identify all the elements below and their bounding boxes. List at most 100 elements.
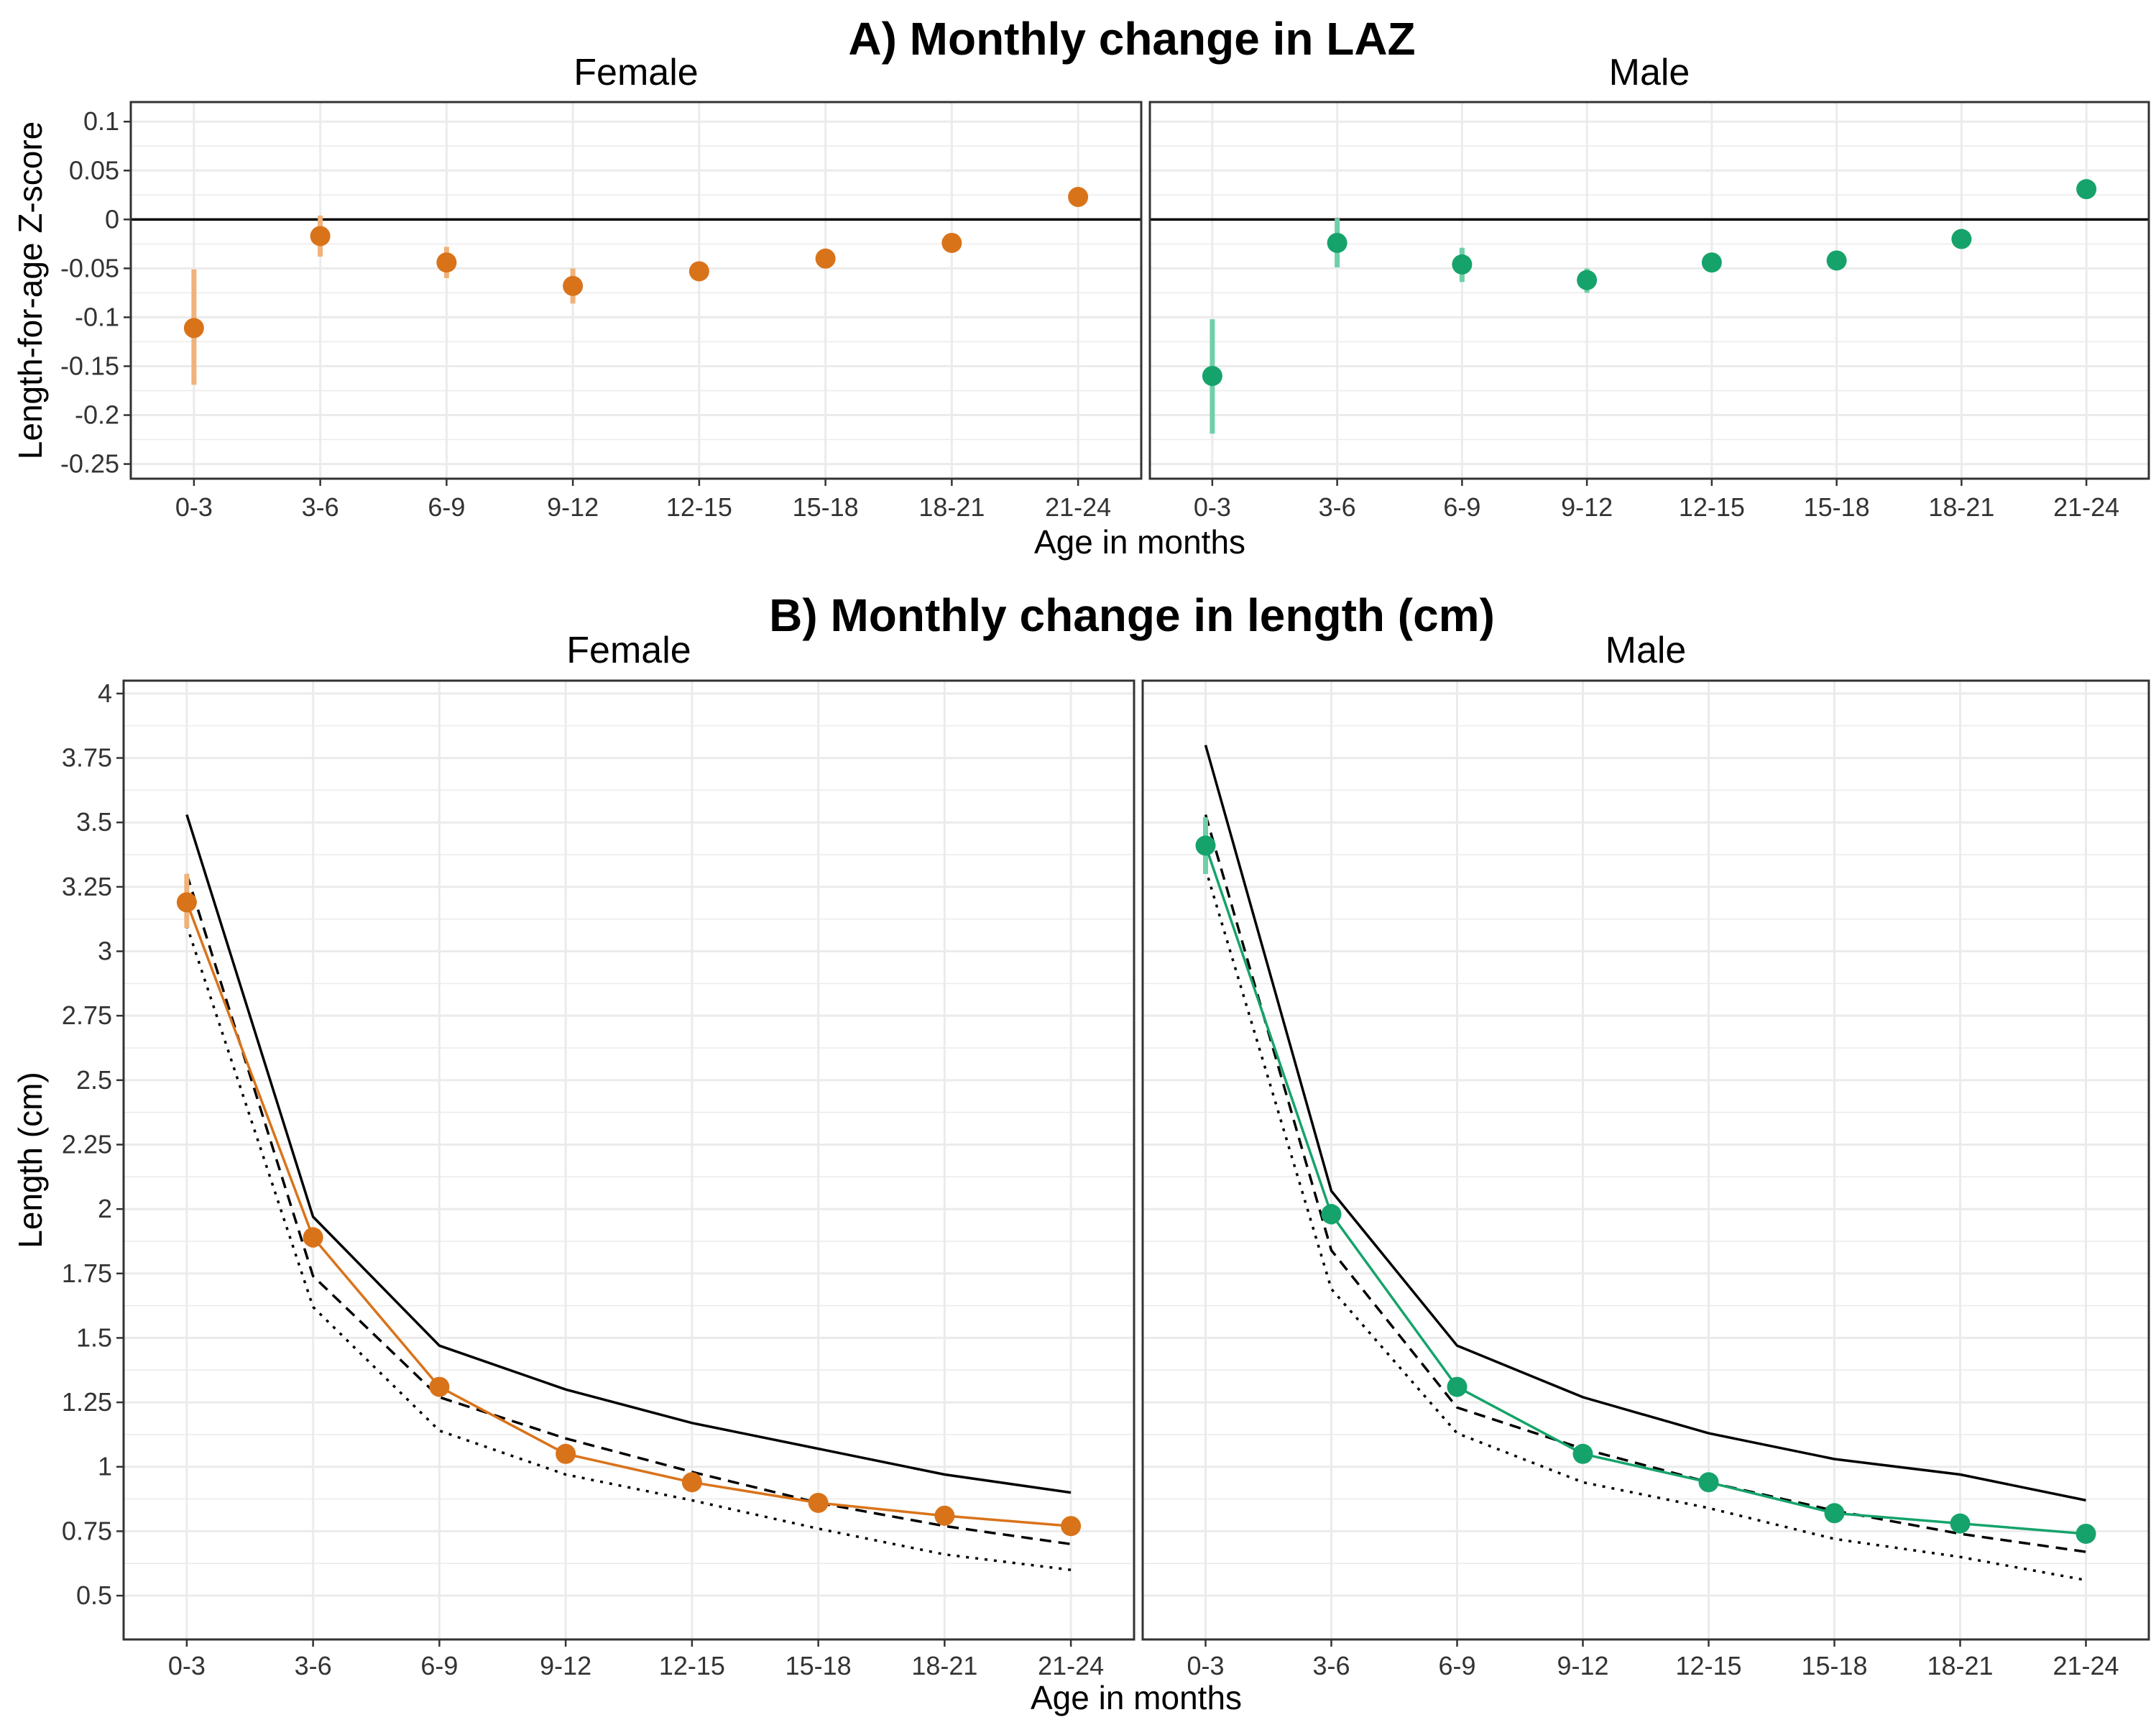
data-point xyxy=(303,1227,323,1248)
data-point xyxy=(1701,252,1722,273)
x-tick-label: 15-18 xyxy=(786,1651,852,1680)
series-line xyxy=(185,901,1072,1527)
data-point xyxy=(1826,250,1847,271)
y-axis-title: Length (cm) xyxy=(11,1072,49,1248)
data-point xyxy=(1327,232,1348,253)
data-point xyxy=(1061,1516,1082,1537)
data-point xyxy=(1572,1443,1593,1464)
panel-border xyxy=(129,101,1143,480)
reference-line-solid xyxy=(1204,745,2086,1502)
data-point xyxy=(1195,835,1216,856)
x-tick-label: 9-12 xyxy=(1561,492,1613,522)
data-point xyxy=(1577,270,1598,290)
x-axis-title: Age in months xyxy=(1034,523,1245,561)
reference-line-dashed xyxy=(1204,814,2086,1553)
x-tick-label: 21-24 xyxy=(1045,492,1111,522)
y-tick-label: -0.25 xyxy=(60,449,119,479)
series-line xyxy=(1204,845,2086,1535)
x-tick-label: 9-12 xyxy=(540,1651,591,1680)
x-tick-label: 18-21 xyxy=(918,492,985,522)
data-point xyxy=(688,261,709,282)
x-tick-label: 18-21 xyxy=(911,1651,977,1680)
x-tick-label: 3-6 xyxy=(1312,1651,1350,1680)
data-point xyxy=(1068,187,1089,208)
data-point xyxy=(429,1376,450,1397)
data-point xyxy=(1824,1503,1845,1524)
x-axis-title: Age in months xyxy=(1031,1679,1242,1716)
x-tick-label: 6-9 xyxy=(428,492,465,522)
reference-line-dotted xyxy=(185,925,1072,1571)
y-tick-label: 1.5 xyxy=(76,1322,112,1352)
data-point xyxy=(681,1472,702,1493)
reference-line-dashed xyxy=(185,873,1072,1546)
data-point xyxy=(941,232,962,253)
panel-border xyxy=(122,679,1135,1641)
data-point xyxy=(1698,1472,1719,1493)
panel-border xyxy=(1148,101,2150,480)
y-tick-label: 4 xyxy=(98,678,112,708)
y-tick-label: 3.25 xyxy=(62,872,112,901)
y-tick-label: -0.1 xyxy=(75,302,119,331)
data-point xyxy=(1951,229,1972,249)
y-tick-label: 1.75 xyxy=(62,1259,112,1288)
data-point xyxy=(556,1443,576,1464)
data-point xyxy=(1321,1204,1342,1225)
data-point xyxy=(310,226,331,247)
x-tick-label: 6-9 xyxy=(420,1651,458,1680)
data-point xyxy=(815,248,836,269)
data-point xyxy=(563,275,584,296)
panel-border xyxy=(1141,679,2150,1641)
y-tick-label: 0.75 xyxy=(62,1516,112,1545)
data-point xyxy=(808,1492,829,1513)
data-point xyxy=(2076,179,2097,200)
y-tick-label: 3 xyxy=(98,937,112,966)
y-axis-title: Length-for-age Z-score xyxy=(11,121,49,459)
x-tick-label: 0-3 xyxy=(1194,492,1231,522)
x-tick-label: 0-3 xyxy=(168,1651,206,1680)
y-tick-label: 1 xyxy=(98,1452,112,1481)
x-tick-label: 6-9 xyxy=(1443,492,1480,522)
y-tick-label: 2.75 xyxy=(62,1000,112,1030)
panel-label: Male xyxy=(1609,52,1690,93)
data-point xyxy=(436,252,457,273)
x-tick-label: 21-24 xyxy=(1038,1651,1104,1680)
data-point xyxy=(183,318,204,339)
x-tick-label: 12-15 xyxy=(1679,492,1745,522)
x-tick-label: 3-6 xyxy=(302,492,339,522)
y-tick-label: 0.1 xyxy=(83,106,119,136)
data-point xyxy=(934,1505,955,1526)
data-point xyxy=(1202,366,1222,387)
y-tick-label: 0.5 xyxy=(76,1581,112,1610)
y-tick-label: 2.5 xyxy=(76,1065,112,1095)
panel-female: Female 0-3 3-6 6-9 9-12 12-15 15-18 18-21 21-24 4… xyxy=(62,630,1135,1680)
chart-a-title: A) Monthly change in LAZ xyxy=(848,13,1415,65)
y-tick-label: 0 xyxy=(105,204,119,234)
y-tick-label: 0.05 xyxy=(69,155,119,185)
x-tick-label: 9-12 xyxy=(547,492,599,522)
panel-male: Male 0-3 3-6 6-9 9-12 12-15 15-18 18-21 21-24 xyxy=(1148,52,2150,522)
y-tick-label: 2.25 xyxy=(62,1129,112,1159)
x-tick-label: 15-18 xyxy=(793,492,859,522)
x-tick-label: 3-6 xyxy=(1319,492,1356,522)
panel-male: Male 0-3 3-6 6-9 9-12 12-15 15-18 18-21 21-24 xyxy=(1141,630,2150,1680)
x-tick-label: 12-15 xyxy=(659,1651,725,1680)
data-point xyxy=(2076,1523,2096,1544)
panel-label: Female xyxy=(573,52,698,93)
y-tick-label: -0.05 xyxy=(60,253,119,282)
data-point xyxy=(1452,254,1473,275)
chart-b-monthly-change-length: B) Monthly change in length (cm) Female 0… xyxy=(11,589,2150,1716)
data-point xyxy=(176,892,197,913)
reference-line-solid xyxy=(185,814,1072,1494)
y-tick-label: 3.75 xyxy=(62,743,112,773)
chart-a-monthly-change-laz: A) Monthly change in LAZ Female 0-3 3-6 6-9… xyxy=(11,13,2150,561)
x-tick-label: 0-3 xyxy=(175,492,213,522)
y-tick-label: 3.5 xyxy=(76,807,112,837)
data-point xyxy=(1447,1376,1468,1397)
x-tick-label: 18-21 xyxy=(1927,1651,1993,1680)
y-tick-label: -0.2 xyxy=(75,400,119,430)
x-tick-label: 21-24 xyxy=(2053,492,2119,522)
x-tick-label: 6-9 xyxy=(1438,1651,1475,1680)
data-point xyxy=(1950,1513,1971,1534)
panel-label: Male xyxy=(1606,630,1687,671)
